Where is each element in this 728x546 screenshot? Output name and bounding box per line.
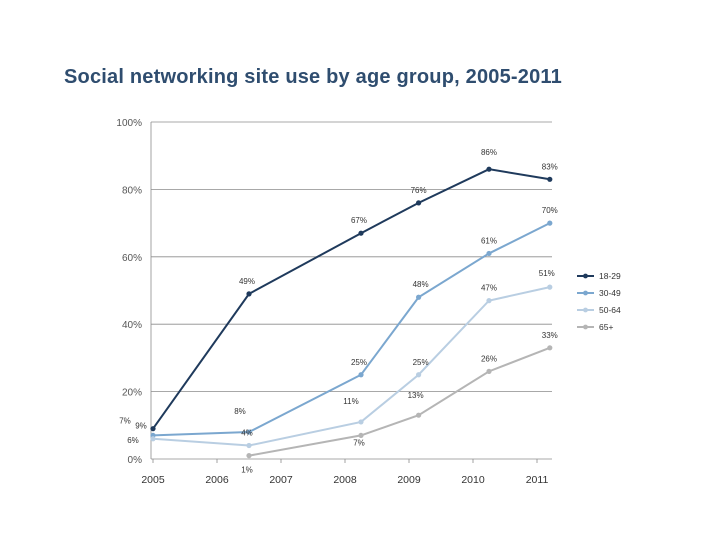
grid-lines (151, 121, 552, 393)
data-label: 6% (127, 436, 139, 445)
y-axis-ticks: 0% 20% 40% 60% 80% 100% (116, 118, 142, 466)
data-label: 7% (353, 438, 365, 447)
x-tick-label: 2011 (526, 474, 549, 486)
y-tick-label: 40% (122, 320, 142, 331)
data-point (358, 432, 364, 439)
legend-label: 65+ (599, 322, 613, 332)
y-tick-label: 100% (116, 118, 142, 129)
series-line-30-49 (152, 222, 551, 437)
data-label: 25% (413, 358, 429, 367)
data-point (547, 284, 553, 290)
data-point (486, 368, 492, 374)
series-group (150, 166, 553, 459)
series-line-50-64 (152, 286, 551, 447)
data-point (547, 220, 553, 226)
y-tick-label: 20% (122, 388, 142, 399)
data-label: 8% (234, 407, 246, 416)
data-label: 47% (481, 284, 497, 293)
data-point (246, 429, 252, 435)
data-point (246, 453, 252, 459)
axes (150, 122, 552, 463)
data-point (358, 372, 364, 378)
series-line-65+ (248, 346, 551, 457)
data-label: 61% (481, 236, 497, 245)
data-label: 13% (408, 391, 424, 400)
x-tick-label: 2007 (269, 474, 293, 486)
data-point (416, 372, 422, 378)
data-point (547, 176, 553, 182)
data-point (358, 230, 364, 236)
x-tick-label: 2005 (141, 474, 165, 486)
x-tick-label: 2008 (333, 474, 357, 486)
data-label: 83% (542, 162, 558, 171)
data-point (416, 294, 422, 300)
data-point (486, 250, 492, 257)
data-point (150, 426, 156, 432)
y-tick-label: 0% (128, 455, 143, 466)
data-label: 11% (343, 397, 358, 406)
x-axis-ticks: 2005 2006 2007 2008 2009 2010 2011 (141, 474, 548, 486)
legend-marker (583, 290, 588, 296)
series-line-18-29 (152, 168, 550, 430)
data-point (150, 436, 156, 442)
legend: 18-29 30-49 50-64 65+ (577, 271, 621, 332)
data-label: 25% (351, 358, 367, 367)
data-label: 9% (135, 422, 147, 431)
y-tick-label: 60% (122, 253, 142, 264)
data-point (246, 291, 252, 297)
data-label: 86% (481, 148, 497, 157)
data-labels: 9% 49% 67% 76% 86% 83% 7% 8% 25% 48% 61% 70% 6% 4% 11%… (119, 148, 558, 474)
data-label: 33% (542, 331, 558, 340)
data-label: 7% (119, 416, 131, 425)
legend-label: 18-29 (599, 271, 621, 281)
data-point (486, 166, 492, 172)
x-tick-label: 2006 (205, 474, 229, 486)
legend-label: 50-64 (599, 305, 621, 315)
data-label: 4% (241, 429, 253, 438)
legend-marker (583, 273, 588, 279)
x-tick-label: 2010 (461, 474, 485, 486)
legend-label: 30-49 (599, 288, 621, 298)
data-label: 70% (542, 206, 558, 215)
data-label: 48% (413, 280, 429, 289)
x-tick-label: 2009 (397, 474, 421, 486)
data-point (486, 298, 492, 304)
data-label: 49% (239, 277, 255, 286)
legend-marker (583, 324, 588, 330)
chart-title: Social networking site use by age group,… (64, 66, 562, 88)
data-point (416, 412, 422, 418)
data-label: 67% (351, 216, 367, 225)
data-point (547, 345, 553, 351)
data-point (246, 442, 252, 449)
data-label: 76% (411, 186, 427, 195)
data-label: 26% (481, 354, 497, 363)
legend-marker (583, 307, 588, 313)
data-point (358, 419, 364, 425)
data-label: 51% (539, 269, 555, 278)
data-label: 1% (241, 466, 253, 475)
y-tick-label: 80% (122, 185, 142, 196)
data-point (416, 200, 422, 206)
